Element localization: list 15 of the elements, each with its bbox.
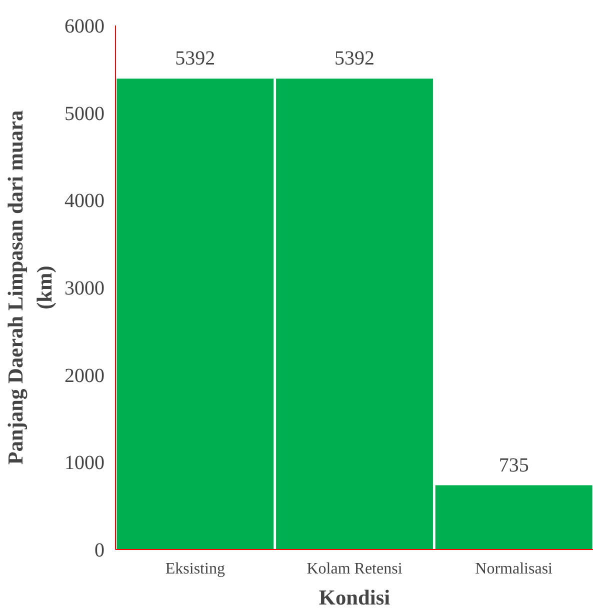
data-label: 5392 [334,48,374,70]
y-axis-title: Panjang Daerah Limpasan dari muara (km) [4,110,56,465]
y-tick-label: 1000 [64,452,104,474]
y-tick-label: 5000 [64,102,104,125]
x-axis-title: Kondisi [318,586,390,610]
y-tick-label: 3000 [64,278,104,300]
y-tick-label: 0 [94,540,104,562]
y-tick-label: 6000 [64,16,104,38]
data-label: 5392 [175,48,216,70]
data-label: 735 [498,454,529,476]
y-tick-label: 4000 [64,190,104,212]
x-tick-label: Normalisasi [475,560,554,578]
x-tick-label: Kolam Retensi [306,560,403,578]
x-tick-label: Eksisting [165,560,225,578]
y-tick-label: 2000 [64,364,104,387]
